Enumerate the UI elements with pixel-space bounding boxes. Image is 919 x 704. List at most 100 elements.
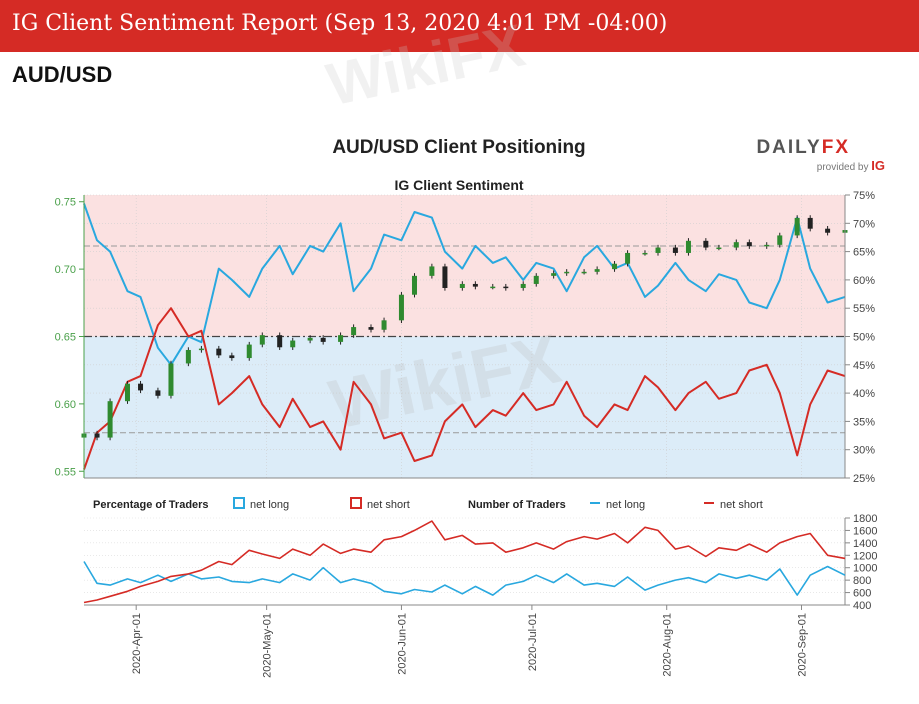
price-tick-label: 0.70: [55, 264, 76, 276]
price-candle: [520, 283, 526, 288]
report-header: IG Client Sentiment Report (Sep 13, 2020…: [0, 0, 919, 52]
price-candle: [777, 235, 783, 245]
price-candle: [794, 217, 800, 236]
legend-short-label: net short: [367, 499, 410, 511]
price-candle: [368, 327, 374, 330]
percent-tick-label: 30%: [853, 445, 875, 457]
price-candle: [642, 252, 648, 255]
net-short-percent-line: [83, 307, 846, 470]
price-candle: [429, 266, 435, 276]
price-candle: [685, 240, 691, 253]
price-candle: [716, 247, 722, 250]
legend-long-box: [233, 497, 245, 509]
date-tick-label: 2020-Jun-01: [396, 613, 408, 675]
tagline-ig: IG: [871, 158, 885, 173]
legend-long-label: net long: [250, 499, 289, 511]
price-candle: [155, 390, 161, 396]
date-tick-label: 2020-Aug-01: [662, 613, 674, 677]
brand-tagline: provided by IG: [817, 158, 885, 173]
count-tick-label: 1400: [853, 538, 877, 550]
logo-daily: DAILY: [756, 137, 821, 158]
price-candle: [764, 244, 770, 247]
count-tick-label: 800: [853, 575, 871, 587]
chart-title: AUD/USD Client Positioning: [332, 137, 585, 158]
report-title: IG Client Sentiment Report (Sep 13, 2020…: [12, 11, 668, 36]
percent-tick-label: 60%: [853, 275, 875, 287]
price-candle: [168, 363, 174, 396]
price-tick-label: 0.55: [55, 466, 76, 478]
price-candle: [564, 271, 570, 274]
price-candle: [490, 286, 496, 289]
price-tick-label: 0.65: [55, 332, 76, 344]
date-tick-label: 2020-Jul-01: [527, 613, 539, 671]
price-candle: [216, 348, 222, 356]
percent-tick-label: 40%: [853, 388, 875, 400]
count-tick-label: 600: [853, 588, 871, 600]
price-candle: [185, 349, 191, 364]
price-candle: [246, 344, 252, 359]
legend-long-count-label: net long: [606, 499, 645, 511]
net-long-percent-line: [83, 203, 846, 366]
price-candle: [672, 247, 678, 253]
price-candle: [825, 228, 831, 233]
date-tick-label: 2020-Apr-01: [131, 613, 143, 674]
price-candle: [398, 294, 404, 321]
percent-tick-label: 55%: [853, 303, 875, 315]
price-candle: [503, 286, 509, 289]
price-candle: [411, 275, 417, 295]
price-tick-label: 0.60: [55, 399, 76, 411]
currency-pair-heading: AUD/USD: [12, 62, 113, 87]
watermark-top: WikiFX: [321, 11, 530, 118]
price-candle: [703, 240, 709, 248]
price-candle: [594, 269, 600, 272]
price-candle: [472, 283, 478, 287]
count-tick-label: 1200: [853, 550, 877, 562]
price-candle: [107, 401, 113, 438]
legend-percentage-title: Percentage of Traders: [93, 499, 209, 511]
price-candle: [655, 247, 661, 253]
price-tick-label: 0.75: [55, 197, 76, 209]
tagline-provided: provided by: [817, 162, 871, 173]
price-candle: [198, 348, 204, 351]
price-candle: [381, 320, 387, 330]
net-short-count-line: [83, 520, 846, 604]
price-candle: [551, 273, 557, 276]
count-tick-label: 1800: [853, 513, 877, 525]
price-candle: [746, 242, 752, 247]
date-tick-label: 2020-May-01: [262, 613, 274, 678]
price-candle: [94, 433, 100, 438]
price-candle: [229, 355, 235, 359]
percent-tick-label: 70%: [853, 218, 875, 230]
percent-tick-label: 25%: [853, 473, 875, 485]
date-tick-label: 2020-Sep-01: [797, 613, 809, 677]
count-tick-label: 400: [853, 600, 871, 612]
price-candle: [138, 383, 144, 391]
price-candle: [320, 337, 326, 342]
chart-subtitle: IG Client Sentiment: [394, 177, 523, 193]
percent-tick-label: 45%: [853, 360, 875, 372]
price-candle: [307, 337, 313, 341]
price-candle: [290, 340, 296, 348]
percent-tick-label: 65%: [853, 247, 875, 259]
price-candle: [625, 252, 631, 264]
legend-short-count-label: net short: [720, 499, 763, 511]
price-candle: [581, 271, 587, 274]
logo-fx: FX: [822, 137, 850, 158]
percent-tick-label: 50%: [853, 332, 875, 344]
price-candle: [259, 335, 265, 345]
price-candle: [612, 263, 618, 270]
count-tick-label: 1000: [853, 563, 877, 575]
legend-short-box: [350, 497, 362, 509]
price-candle: [442, 266, 448, 288]
price-candle: [351, 327, 357, 336]
dailyfx-logo: DAILYFX: [756, 137, 850, 158]
percent-tick-label: 35%: [853, 416, 875, 428]
price-candle: [459, 283, 465, 288]
net-long-count-line: [83, 561, 846, 596]
price-candle: [533, 275, 539, 284]
price-candle: [807, 217, 813, 229]
percent-tick-label: 75%: [853, 190, 875, 202]
price-candle: [277, 335, 283, 348]
price-candle: [124, 383, 130, 402]
